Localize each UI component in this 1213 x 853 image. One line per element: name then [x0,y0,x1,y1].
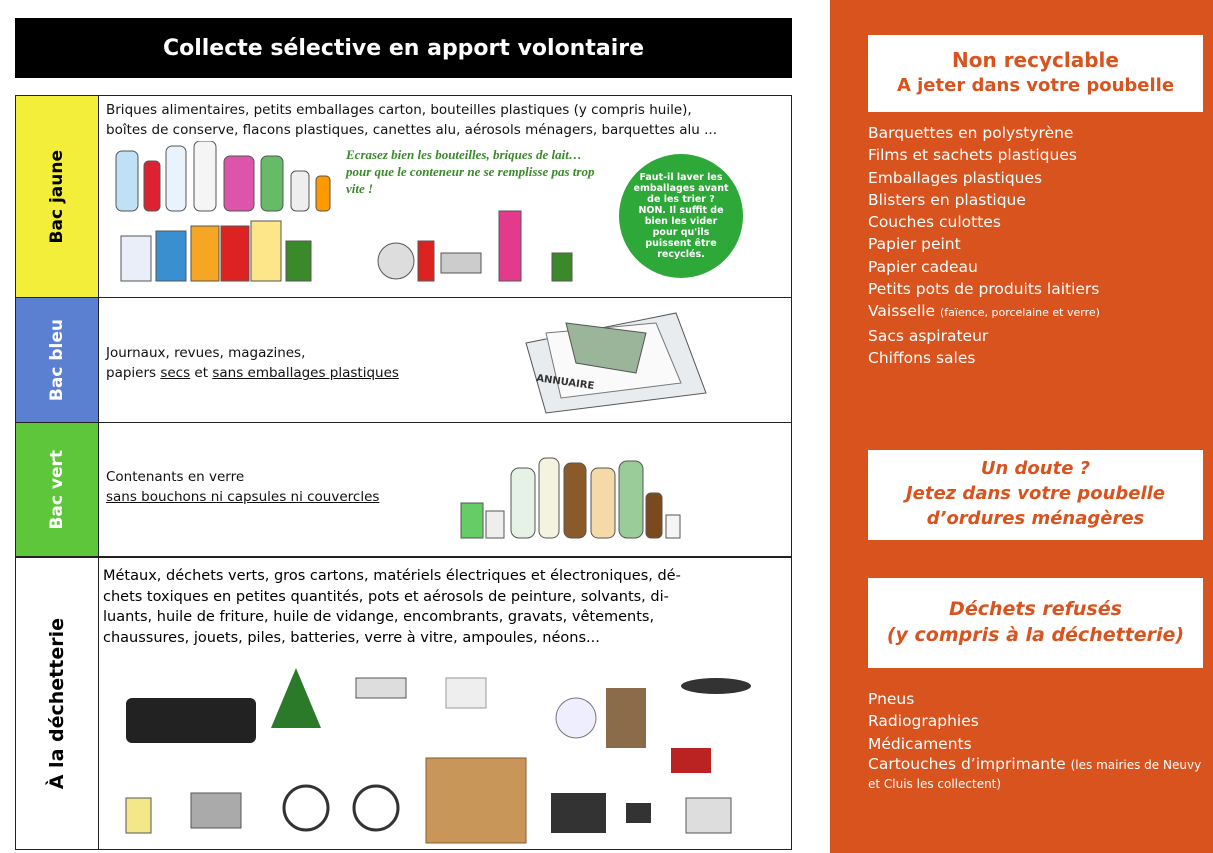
text-line: Briques alimentaires, petits emballages … [106,102,692,118]
item: Petits pots de produits laitiers [868,278,1100,300]
item: Chiffons sales [868,347,1100,369]
text-line: chets toxiques en petites quantités, pot… [103,589,669,605]
item: Films et sachets plastiques [868,144,1100,166]
title: Collecte sélective en apport volontaire [163,36,644,61]
text-line: luants, huile de friture, huile de vidan… [103,609,654,625]
item: Médicaments [868,733,1208,755]
bin-label: Bac vert [47,450,67,530]
bin-text: Métaux, déchets verts, gros cartons, mat… [103,566,681,648]
heading: Déchets refusés [868,596,1203,622]
newspapers: ANNUAIRE [506,303,726,418]
item: Cartouches d’imprimante (les mairies de … [868,755,1208,793]
bin-text: Briques alimentaires, petits emballages … [106,100,717,140]
item: Couches culottes [868,211,1100,233]
doubt-line: d’ordures ménagères [868,506,1203,531]
side-panel: Non recyclable A jeter dans votre poubel… [830,0,1213,853]
bin-text: Journaux, revues, magazines, papiers secs… [106,343,399,383]
text-part: et [190,365,212,381]
text-line: chaussures, jouets, piles, batteries, ve… [103,630,600,646]
item: Barquettes en polystyrène [868,122,1100,144]
bin-row: Bac bleu Journaux, revues, magazines, pap… [15,297,792,423]
doubt-line: Un doute ? [868,456,1203,481]
bin-text: Contenants en verre sans bouchons ni caps… [106,467,379,507]
item-text: Vaisselle [868,302,935,320]
page: {"header":{"title":"Collecte sélective e… [0,0,1213,853]
text-line: Journaux, revues, magazines, [106,345,305,361]
subheading: (y compris à la déchetterie) [868,622,1203,648]
doubt-box: Un doute ? Jetez dans votre poubelle d’o… [868,450,1203,540]
text-part: secs [160,365,190,381]
bin-row: À la déchetterie Métaux, déchets verts, … [15,557,792,850]
bin-row: Bac vert Contenants en verre sans bouchon… [15,422,792,557]
bin-label: À la déchetterie [46,618,68,789]
bin-label: Bac bleu [47,319,67,401]
item: Papier cadeau [868,256,1100,278]
heading: Non recyclable [868,47,1203,73]
item-note: (faïence, porcelaine et verre) [940,306,1100,319]
bin-row: Bac jaune Briques alimentaires, petits e… [15,95,792,298]
header: Collecte sélective en apport volontaire [15,18,792,78]
item-list: Pneus Radiographies Médicaments Cartouch… [868,688,1208,793]
text-part: sans emballages plastiques [212,365,399,381]
text-line: sans bouchons ni capsules ni couvercles [106,489,379,505]
item: Blisters en plastique [868,189,1100,211]
illustration [106,141,666,291]
item: Papier peint [868,233,1100,255]
item-list: Barquettes en polystyrène Films et sache… [868,122,1100,369]
item: Radiographies [868,710,1208,732]
bin-label: Bac jaune [47,150,67,243]
text-line: Métaux, déchets verts, gros cartons, mat… [103,568,681,584]
text-line: Contenants en verre [106,469,244,485]
item: Sacs aspirateur [868,325,1100,347]
item: Emballages plastiques [868,167,1100,189]
glass [456,453,686,543]
doubt-line: Jetez dans votre poubelle [868,481,1203,506]
item: Pneus [868,688,1208,710]
illustration [116,668,776,848]
text-part: papiers [106,365,160,381]
item: Vaisselle (faïence, porcelaine et verre) [868,300,1100,324]
item-text: Cartouches d’imprimante [868,755,1066,773]
heading-box: Non recyclable A jeter dans votre poubel… [868,35,1203,112]
heading-box: Déchets refusés (y compris à la déchette… [868,578,1203,668]
text-line: boîtes de conserve, flacons plastiques, … [106,122,717,138]
subheading: A jeter dans votre poubelle [868,73,1203,99]
